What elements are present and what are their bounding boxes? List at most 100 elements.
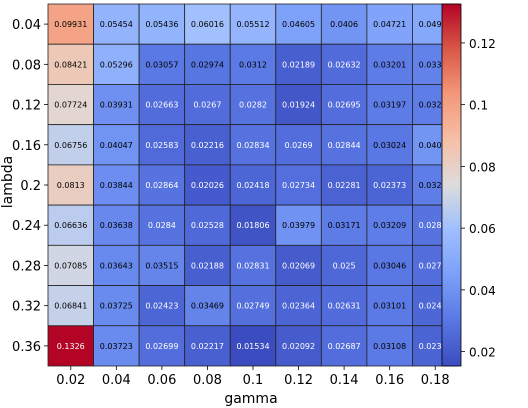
cell-value-label: 0.05454 (100, 20, 133, 29)
cell-value-label: 0.01924 (282, 101, 315, 110)
cell-value-label: 0.03844 (100, 181, 133, 190)
cell-value-label: 0.06756 (54, 141, 87, 150)
x-tick-label: 0.14 (330, 373, 359, 388)
heatmap-cell (275, 244, 322, 286)
y-tick-label: 0.36 (12, 340, 41, 355)
cell-value-label: 0.02844 (328, 141, 361, 150)
cell-value-label: 0.06841 (54, 302, 87, 311)
heatmap-cell (138, 325, 186, 367)
cell-value-label: 0.02188 (191, 261, 224, 270)
y-tick-label: 0.32 (12, 300, 41, 315)
y-tick-label: 0.16 (12, 139, 41, 154)
cell-value-label: 0.03723 (100, 342, 133, 351)
cell-value-label: 0.02373 (373, 181, 406, 190)
cell-value-label: 0.03057 (145, 60, 178, 69)
heatmap-cell (93, 84, 140, 126)
cell-value-label: 0.03201 (373, 60, 406, 69)
heatmap-cell (320, 124, 368, 166)
cell-value-label: 0.07724 (54, 101, 87, 110)
cell-value-label: 0.03385 (419, 60, 452, 69)
cell-value-label: 0.04099 (419, 141, 452, 150)
heatmap-cell (275, 164, 322, 206)
y-axis-ticks: 0.04 0.08 0.12 0.16 0.2 0.24 0.28 0.32 0.36 (12, 18, 48, 355)
cell-value-label: 0.03046 (373, 261, 406, 270)
cell-value-label: 0.02734 (282, 181, 315, 190)
heatmap-cell (184, 84, 231, 126)
cell-value-label: 0.02337 (419, 342, 452, 351)
y-axis-label: lambda (0, 156, 16, 208)
cell-value-label: 0.02069 (282, 261, 315, 270)
cell-value-label: 0.04605 (282, 20, 315, 29)
cell-value-label: 0.02974 (191, 60, 224, 69)
cell-value-label: 0.01534 (236, 342, 269, 351)
x-tick-label: 0.08 (193, 373, 222, 388)
cell-value-label: 0.0269 (285, 141, 313, 150)
cell-value-label: 0.03197 (373, 101, 406, 110)
heatmap-cell (138, 204, 186, 246)
x-tick-label: 0.18 (421, 373, 450, 388)
cell-value-label: 0.02695 (328, 101, 361, 110)
cell-value-label: 0.03638 (100, 221, 133, 230)
cell-value-label: 0.03931 (100, 101, 133, 110)
x-tick-label: 0.1 (243, 373, 264, 388)
x-tick-label: 0.16 (375, 373, 404, 388)
cell-value-label: 0.03725 (100, 302, 133, 311)
heatmap-cell (93, 244, 140, 286)
heatmap-cell (366, 3, 413, 45)
cell-value-label: 0.03231 (419, 101, 452, 110)
x-tick-label: 0.12 (284, 373, 313, 388)
colorbar-tick-label: 0.06 (469, 222, 496, 236)
cell-value-label: 0.02705 (419, 261, 452, 270)
cell-value-label: 0.02418 (236, 181, 269, 190)
cell-value-label: 0.02631 (328, 302, 361, 311)
heatmap-cell (229, 164, 277, 206)
colorbar-tick-label: 0.08 (469, 160, 496, 174)
x-tick-label: 0.06 (147, 373, 176, 388)
cell-value-label: 0.02423 (145, 302, 178, 311)
heatmap-cell (138, 124, 186, 166)
cell-value-label: 0.0267 (193, 101, 221, 110)
cell-value-label: 0.04721 (373, 20, 406, 29)
heatmap-cell (47, 204, 94, 246)
heatmap-cell (47, 3, 94, 45)
heatmap-cell (93, 3, 140, 45)
heatmap-cell (93, 124, 140, 166)
cell-value-label: 0.04047 (100, 141, 133, 150)
cell-value-label: 0.06016 (191, 20, 224, 29)
cell-value-label: 0.02216 (191, 141, 224, 150)
colorbar-gradient (441, 3, 462, 367)
cell-value-label: 0.0284 (148, 221, 176, 230)
cell-value-label: 0.02528 (191, 221, 224, 230)
cell-value-label: 0.03108 (373, 342, 406, 351)
y-tick-label: 0.04 (12, 18, 41, 33)
heatmap-cells: 0.09931 0.05454 0.05436 0.06016 0.05512 0.046… (47, 3, 459, 367)
heatmap-cell (366, 84, 413, 126)
cell-value-label: 0.07085 (54, 261, 87, 270)
colorbar: 0.02 0.04 0.06 0.08 0.1 0.12 (441, 3, 496, 367)
heatmap-cell (138, 3, 186, 45)
heatmap-cell (47, 43, 94, 85)
cell-value-label: 0.09931 (54, 20, 87, 29)
heatmap-cell (320, 244, 368, 286)
cell-value-label: 0.05436 (145, 20, 178, 29)
cell-value-label: 0.03643 (100, 261, 133, 270)
cell-value-label: 0.02749 (236, 302, 269, 311)
colorbar-ticks: 0.02 0.04 0.06 0.08 0.1 0.12 (461, 37, 496, 360)
heatmap-cell (366, 204, 413, 246)
cell-value-label: 0.02583 (145, 141, 178, 150)
heatmap-cell (47, 285, 94, 327)
cell-value-label: 0.03515 (145, 261, 178, 270)
cell-value-label: 0.025 (333, 261, 356, 270)
heatmap-cell (138, 244, 186, 286)
x-tick-label: 0.04 (102, 373, 131, 388)
heatmap-cell (320, 204, 368, 246)
cell-value-label: 0.0406 (330, 20, 358, 29)
heatmap-cell (275, 3, 322, 45)
heatmap-cell (47, 124, 94, 166)
heatmap-cell (320, 325, 368, 367)
cell-value-label: 0.02687 (328, 342, 361, 351)
cell-value-label: 0.01806 (236, 221, 269, 230)
colorbar-tick-label: 0.04 (469, 284, 496, 298)
x-axis-label: gamma (224, 391, 277, 407)
